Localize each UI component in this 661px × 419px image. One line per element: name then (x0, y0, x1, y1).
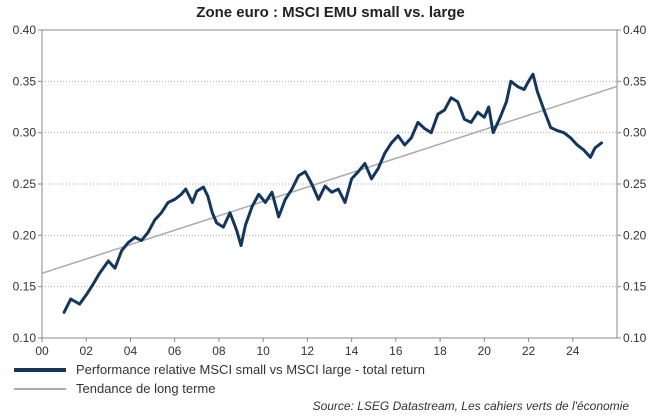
legend-swatch-trend (14, 387, 66, 390)
x-tick-label: 12 (301, 344, 315, 358)
y-tick-label-right: 0.25 (623, 177, 647, 191)
x-tick-label: 18 (433, 344, 447, 358)
y-tick-label-left: 0.30 (13, 126, 37, 140)
x-tick-label: 00 (35, 344, 49, 358)
performance-line (62, 72, 604, 314)
legend-swatch-performance (14, 367, 66, 372)
x-tick-label: 10 (256, 344, 270, 358)
y-tick-label-right: 0.10 (623, 331, 647, 345)
y-tick-label-left: 0.15 (13, 280, 37, 294)
y-tick-label-left: 0.25 (13, 177, 37, 191)
legend-item-performance: Performance relative MSCI small vs MSCI … (14, 360, 425, 379)
legend-label-performance: Performance relative MSCI small vs MSCI … (76, 362, 425, 377)
y-tick-label-left: 0.40 (13, 23, 37, 37)
axis-ticks: 0.10 0.10 0.15 0.15 0.20 0.20 0.25 0.25 0.30 0.30… (13, 23, 647, 358)
source-note: Source: LSEG Datastream, Les cahiers ver… (312, 399, 629, 413)
y-tick-label-right: 0.30 (623, 126, 647, 140)
x-tick-label: 14 (345, 344, 359, 358)
trend-line (41, 85, 618, 275)
y-tick-label-right: 0.15 (623, 280, 647, 294)
x-tick-label: 02 (80, 344, 94, 358)
legend-label-trend: Tendance de long terme (76, 381, 216, 396)
grid (38, 29, 621, 342)
series-lines (41, 72, 618, 314)
x-tick-label: 08 (212, 344, 226, 358)
x-tick-label: 04 (124, 344, 138, 358)
y-tick-label-right: 0.20 (623, 228, 647, 242)
legend-item-trend: Tendance de long terme (14, 379, 425, 398)
y-tick-label-right: 0.40 (623, 23, 647, 37)
y-tick-label-right: 0.35 (623, 74, 647, 88)
x-tick-label: 22 (522, 344, 536, 358)
y-tick-label-left: 0.20 (13, 228, 37, 242)
legend: Performance relative MSCI small vs MSCI … (14, 360, 425, 398)
x-tick-label: 06 (168, 344, 182, 358)
chart-title: Zone euro : MSCI EMU small vs. large (196, 4, 465, 21)
y-tick-label-left: 0.10 (13, 331, 37, 345)
x-tick-label: 16 (389, 344, 403, 358)
y-tick-label-left: 0.35 (13, 74, 37, 88)
x-tick-label: 24 (566, 344, 580, 358)
x-tick-label: 20 (478, 344, 492, 358)
